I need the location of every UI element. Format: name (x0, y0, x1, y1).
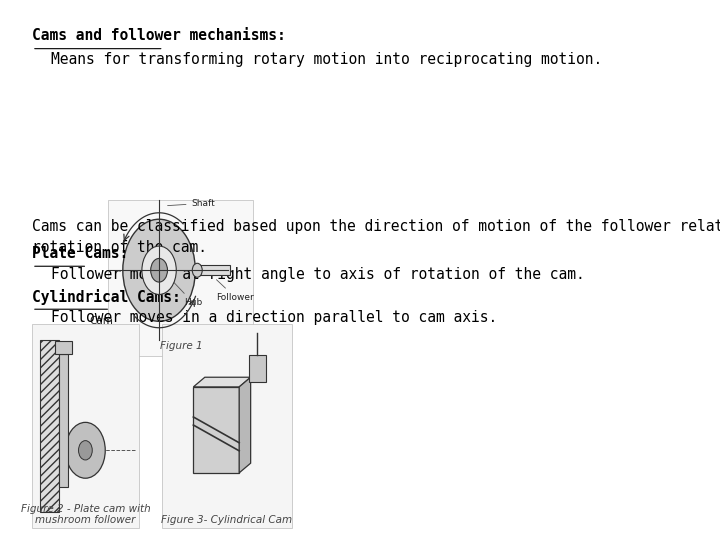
Bar (248, 355, 266, 382)
Polygon shape (239, 377, 251, 473)
Text: Shaft: Shaft (168, 199, 215, 208)
Circle shape (150, 259, 168, 282)
Bar (195, 266, 230, 275)
Text: Figure 1: Figure 1 (160, 341, 202, 350)
Text: Cylindrical Cams:: Cylindrical Cams: (32, 289, 181, 305)
Text: Figure 2 - Plate cam with
mushroom follower: Figure 2 - Plate cam with mushroom follo… (20, 504, 150, 525)
Bar (58, 354, 68, 487)
FancyBboxPatch shape (162, 323, 292, 528)
Text: Cams and follower mechanisms:: Cams and follower mechanisms: (32, 28, 286, 43)
Text: Means for transforming rotary motion into reciprocating motion.: Means for transforming rotary motion int… (51, 52, 602, 68)
Text: Cams can be classified based upon the direction of motion of the follower relati: Cams can be classified based upon the di… (32, 219, 720, 255)
Text: Cam: Cam (90, 316, 114, 326)
Text: Plate Cams:: Plate Cams: (32, 246, 128, 261)
Circle shape (123, 219, 195, 321)
Text: Figure 3- Cylindrical Cam: Figure 3- Cylindrical Cam (161, 515, 292, 525)
Bar (40, 340, 58, 512)
Text: Follower: Follower (217, 280, 254, 302)
Circle shape (66, 422, 105, 478)
Circle shape (78, 441, 92, 460)
Bar (194, 387, 239, 473)
Bar (55, 341, 72, 354)
Text: Hub: Hub (169, 278, 202, 307)
Polygon shape (194, 377, 251, 387)
Circle shape (142, 246, 176, 294)
FancyBboxPatch shape (32, 323, 139, 528)
Text: Follower moves at right angle to axis of rotation of the cam.: Follower moves at right angle to axis of… (51, 267, 585, 282)
FancyBboxPatch shape (108, 200, 253, 356)
Circle shape (192, 264, 202, 277)
Text: Follower moves in a direction parallel to cam axis.: Follower moves in a direction parallel t… (51, 310, 498, 325)
